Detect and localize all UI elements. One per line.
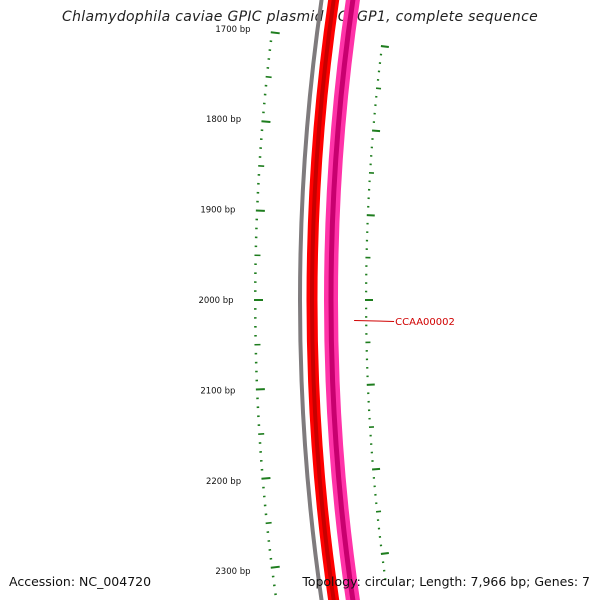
topology-summary: Topology: circular; Length: 7,966 bp; Ge…	[302, 574, 590, 589]
gene-label[interactable]: CCAA00002	[395, 317, 455, 328]
minor-tick	[265, 75, 272, 79]
scale-tick-label: 2200 bp	[206, 477, 241, 487]
feature-arc-core	[328, 0, 356, 600]
major-tick	[261, 120, 271, 123]
major-tick	[270, 31, 280, 35]
gene-labels: CCAA00002	[354, 317, 455, 328]
outer-tick	[371, 467, 381, 471]
outer-tick	[380, 45, 389, 49]
backbone-arc	[298, 0, 324, 600]
outer-tick	[375, 510, 382, 513]
map-title: Chlamydophila caviae GPIC plasmid pCpGP1…	[62, 9, 538, 25]
minor-tick	[265, 521, 272, 525]
scale-tick-label: 2000 bp	[198, 296, 233, 306]
outer-tick	[375, 87, 382, 90]
outer-tick	[380, 551, 389, 555]
accession-label: Accession: NC_004720	[9, 574, 152, 589]
major-tick	[270, 565, 280, 569]
scale-tick-label: 1700 bp	[215, 25, 250, 35]
outer-tick	[371, 129, 381, 133]
major-tick	[261, 477, 271, 480]
scale-tick-label: 1900 bp	[200, 206, 235, 216]
gene-label-leader	[354, 319, 395, 322]
gene-arc-core	[310, 0, 336, 600]
scale-ticks	[254, 31, 389, 596]
plasmid-tracks	[298, 0, 360, 600]
scale-tick-label: 2100 bp	[200, 386, 235, 396]
scale-tick-labels: 1700 bp 1800 bp 1900 bp 2000 bp 2100 bp 2200 …	[198, 25, 250, 577]
scale-tick-label: 1800 bp	[206, 115, 241, 125]
scale-tick-label: 2300 bp	[215, 567, 250, 577]
